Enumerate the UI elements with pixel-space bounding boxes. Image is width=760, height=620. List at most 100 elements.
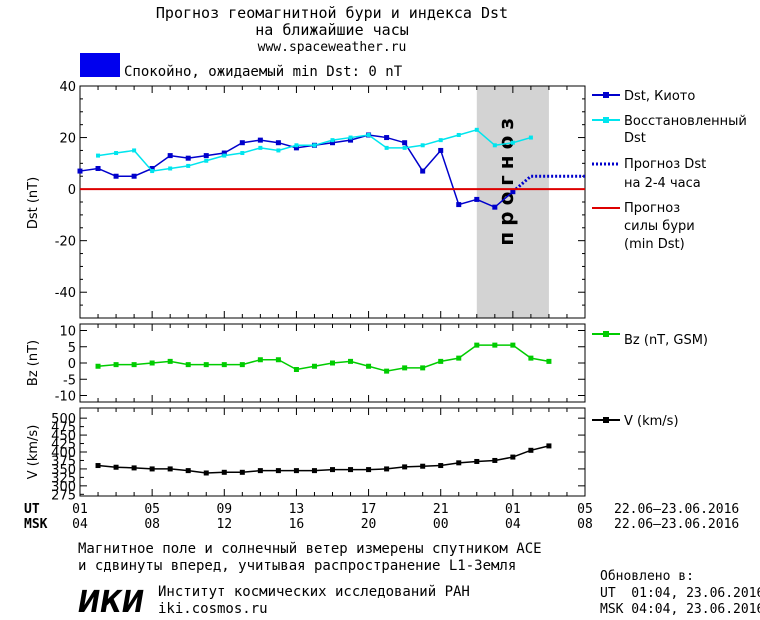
- y-tick-label: 350: [51, 463, 76, 478]
- y-tick-label: 40: [59, 80, 76, 95]
- data-point: [294, 143, 299, 148]
- data-point: [438, 358, 444, 364]
- data-point: [438, 147, 444, 153]
- y-tick-label: -5: [63, 373, 76, 388]
- data-point: [222, 153, 227, 158]
- data-point: [293, 468, 299, 474]
- data-point: [456, 202, 462, 208]
- data-point: [239, 362, 245, 368]
- x-tick-label-msk: 20: [361, 517, 377, 532]
- updated-ut: UT 01:04, 23.06.2016: [600, 586, 760, 601]
- data-point: [203, 362, 209, 368]
- data-point: [204, 158, 209, 163]
- legend-dst-forecast-2: на 2-4 часа: [624, 176, 701, 191]
- dst-plot-frame: [79, 85, 586, 319]
- legend-dst-restored-marker: [603, 117, 609, 123]
- legend-dst-kyoto: Dst, Киото: [624, 89, 695, 104]
- data-point: [167, 466, 173, 472]
- data-point: [293, 367, 299, 372]
- data-point: [149, 466, 155, 472]
- legend-bz-marker: [603, 331, 609, 337]
- legend: Dst, Киото Восстановленный Dst Прогноз D…: [592, 89, 747, 429]
- x-tick-label-msk: 04: [505, 517, 521, 532]
- iki-logo: ИКИ: [78, 585, 144, 620]
- x-tick-label-ut: 01: [72, 502, 88, 517]
- institute-url[interactable]: iki.cosmos.ru: [158, 601, 268, 617]
- data-point: [456, 355, 462, 361]
- measurement-note-2: и сдвинуты вперед, учитывая распростране…: [78, 558, 516, 574]
- data-point: [492, 342, 498, 348]
- data-point: [132, 148, 137, 153]
- legend-v: V (km/s): [624, 414, 679, 429]
- data-point: [168, 166, 173, 171]
- data-point: [131, 173, 137, 179]
- data-point: [113, 464, 119, 470]
- x-tick-label-msk: 12: [216, 517, 232, 532]
- bz-plot-frame: [79, 323, 586, 403]
- data-point: [257, 357, 263, 363]
- legend-storm-2: силы бури: [624, 219, 695, 234]
- data-point: [185, 155, 191, 161]
- y-tick-label: 0: [68, 357, 76, 372]
- series-line: [511, 174, 585, 193]
- data-point: [366, 467, 372, 473]
- data-point: [438, 138, 443, 143]
- y-tick-label: 325: [51, 471, 76, 486]
- data-point: [239, 469, 245, 475]
- x-tick-label-ut: 17: [361, 502, 377, 517]
- data-point: [348, 467, 354, 473]
- data-point: [276, 148, 281, 153]
- data-point: [420, 168, 426, 174]
- x-tick-label-ut: 13: [289, 502, 305, 517]
- data-point: [510, 140, 515, 145]
- y-tick-label: 20: [59, 132, 76, 147]
- website-link[interactable]: www.spaceweather.ru: [258, 40, 407, 55]
- data-point: [366, 363, 372, 369]
- series-line: [97, 128, 532, 172]
- forecast-band-label: прогноз: [494, 112, 518, 246]
- y-tick-label: 275: [51, 488, 76, 503]
- data-point: [492, 204, 498, 210]
- legend-v-marker: [603, 417, 609, 423]
- data-point: [402, 464, 408, 470]
- y-tick-label: -20: [55, 235, 76, 250]
- legend-dst-restored-2: Dst: [624, 131, 646, 146]
- status-text: Спокойно, ожидаемый min Dst: 0 nT: [124, 64, 403, 80]
- data-point: [258, 145, 263, 150]
- data-point: [275, 357, 281, 363]
- data-point: [456, 460, 462, 466]
- bz-ylabel: Bz (nT): [26, 340, 41, 386]
- data-point: [474, 127, 479, 132]
- data-point: [221, 150, 227, 156]
- x-tick-label-msk: 16: [289, 517, 305, 532]
- data-point: [95, 363, 101, 369]
- dst-panel: прогноз 40 20 0 -20 -40 Dst (nT): [26, 80, 586, 319]
- data-point: [96, 153, 101, 158]
- data-point: [510, 342, 516, 348]
- data-point: [528, 355, 534, 361]
- x-tick-label-msk: 08: [144, 517, 160, 532]
- y-tick-label: 300: [51, 480, 76, 495]
- data-point: [257, 137, 263, 143]
- data-point: [474, 458, 480, 464]
- data-point: [239, 140, 245, 146]
- data-point: [312, 143, 317, 148]
- ut-date-range: 22.06–23.06.2016: [614, 502, 739, 517]
- msk-date-range: 22.06–23.06.2016: [614, 517, 739, 532]
- data-point: [77, 168, 83, 174]
- data-point: [384, 368, 390, 374]
- data-point: [203, 153, 209, 159]
- data-point: [402, 145, 407, 150]
- x-tick-label-msk: 04: [72, 517, 88, 532]
- data-point: [420, 365, 426, 371]
- data-point: [131, 362, 137, 368]
- y-tick-label: 10: [59, 325, 76, 340]
- data-point: [366, 132, 371, 137]
- data-point: [186, 163, 191, 168]
- data-point: [221, 362, 227, 368]
- legend-storm-1: Прогноз: [624, 201, 680, 216]
- data-point: [293, 145, 299, 151]
- y-tick-label: 450: [51, 429, 76, 444]
- data-point: [456, 132, 461, 137]
- data-point: [348, 358, 354, 364]
